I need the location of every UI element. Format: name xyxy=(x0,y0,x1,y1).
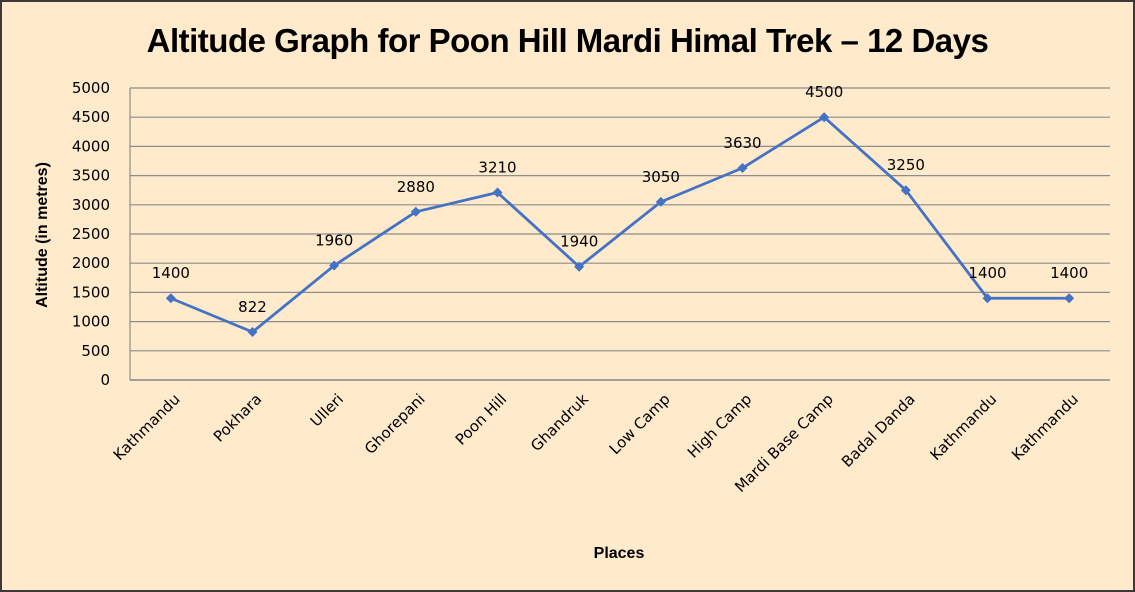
data-labels: 1400 822 1960 2880 3210 1940 3050 3630 4500 3250 1… xyxy=(152,83,1089,316)
x-axis-title: Places xyxy=(594,545,645,562)
y-tick-label: 2500 xyxy=(72,225,110,243)
data-point-marker xyxy=(410,206,421,217)
x-category-label: Low Camp xyxy=(606,390,674,458)
x-axis-categories: Kathmandu Pokhara Ulleri Ghorepani Poon Hill… xyxy=(110,390,1082,496)
data-point-marker xyxy=(1064,293,1075,304)
data-label: 3250 xyxy=(887,156,925,174)
data-label: 822 xyxy=(238,298,267,316)
data-point-marker xyxy=(737,163,748,174)
data-point-marker xyxy=(900,185,911,196)
y-tick-label: 4500 xyxy=(72,108,110,126)
plot-area xyxy=(129,88,1110,381)
x-category-label: Pokhara xyxy=(210,390,265,445)
y-axis-ticks: 0 500 1000 1500 2000 2500 3000 3500 4000 4500 5000 xyxy=(72,79,110,389)
data-point-marker xyxy=(982,293,993,304)
y-tick-label: 4000 xyxy=(72,137,110,155)
data-label: 1400 xyxy=(152,264,190,282)
data-label: 1400 xyxy=(968,264,1006,282)
y-tick-label: 3500 xyxy=(72,167,110,185)
data-point-marker xyxy=(329,260,340,271)
x-category-label: Ghorepani xyxy=(361,390,429,458)
y-tick-label: 1500 xyxy=(72,283,110,301)
x-category-label: Kathmandu xyxy=(926,390,1000,464)
data-series xyxy=(165,112,1075,337)
y-tick-label: 0 xyxy=(100,371,110,389)
y-tick-label: 1000 xyxy=(72,313,110,331)
x-category-label: Badal Danda xyxy=(838,390,919,471)
data-point-marker xyxy=(819,112,830,123)
x-category-label: Kathmandu xyxy=(110,390,184,464)
data-label: 4500 xyxy=(805,83,843,101)
data-label: 1400 xyxy=(1050,264,1088,282)
y-tick-label: 3000 xyxy=(72,196,110,214)
data-point-marker xyxy=(165,293,176,304)
y-axis-title: Altitude (in metres) xyxy=(34,162,51,308)
x-category-label: High Camp xyxy=(684,390,755,461)
x-category-label: Kathmandu xyxy=(1008,390,1082,464)
data-point-marker xyxy=(655,196,666,207)
data-label: 1940 xyxy=(560,233,598,251)
y-tick-label: 500 xyxy=(81,342,110,360)
data-label: 3210 xyxy=(478,159,516,177)
y-tick-label: 2000 xyxy=(72,254,110,272)
data-label: 2880 xyxy=(397,178,435,196)
x-category-label: Ghandruk xyxy=(527,390,592,455)
chart-title: Altitude Graph for Poon Hill Mardi Himal… xyxy=(146,22,989,59)
data-point-marker xyxy=(492,187,503,198)
data-label: 3050 xyxy=(642,168,680,186)
altitude-line xyxy=(170,115,1070,334)
data-label: 1960 xyxy=(315,232,353,250)
data-label: 3630 xyxy=(723,134,761,152)
data-point-marker xyxy=(574,261,585,272)
x-category-label: Ulleri xyxy=(307,390,347,430)
data-point-marker xyxy=(247,326,258,337)
y-tick-label: 5000 xyxy=(72,79,110,97)
x-category-label: Poon Hill xyxy=(452,390,511,449)
